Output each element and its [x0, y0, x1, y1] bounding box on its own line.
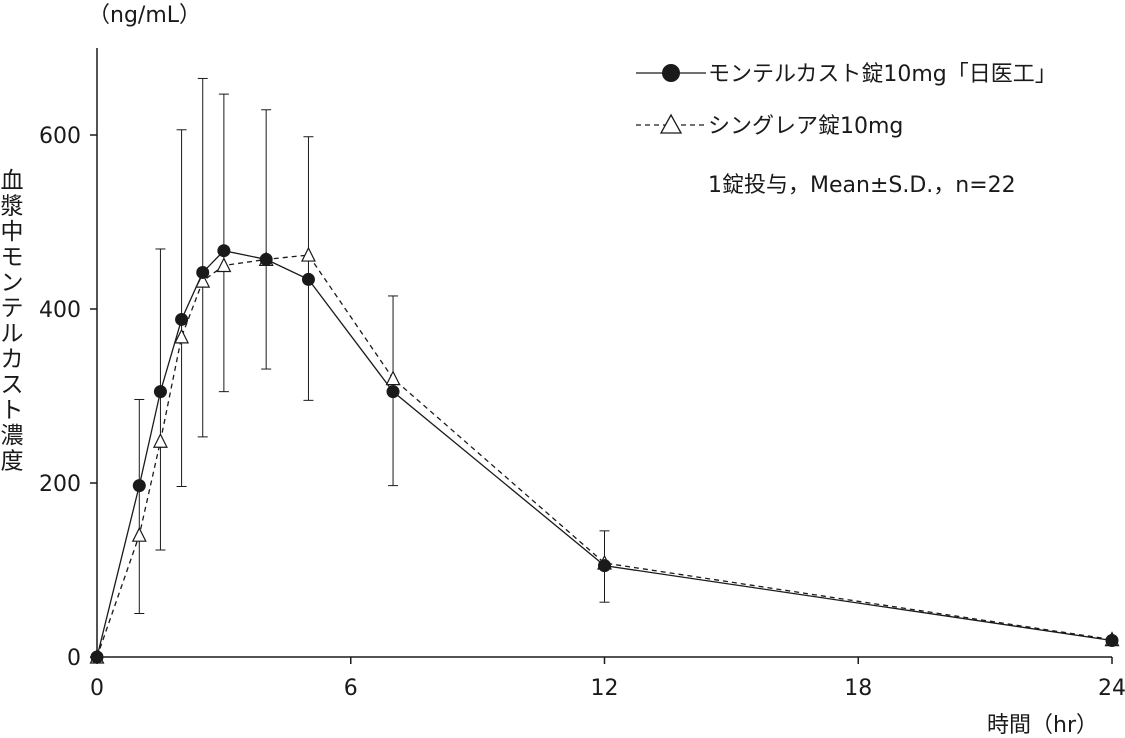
y-tick-label: 200 [39, 472, 81, 497]
data-point-circle [196, 265, 210, 279]
y-axis-label-char: ト [1, 398, 24, 424]
dosing-note: 1錠投与，Mean±S.D.，n=22 [708, 173, 1016, 198]
error-bars [134, 77, 610, 614]
y-axis-label-char: ル [1, 321, 24, 347]
x-tick-label: 18 [844, 676, 872, 701]
data-point-triangle [385, 370, 401, 386]
data-point-circle [175, 312, 189, 326]
y-unit-label: （ng/mL） [88, 3, 201, 28]
data-point-circle [1105, 633, 1119, 647]
data-point-triangle [195, 272, 211, 288]
legend-entry-1: モンテルカスト錠10mg「日医工」 [636, 62, 1057, 87]
data-point-circle [301, 272, 315, 286]
x-tick-label: 0 [90, 676, 104, 701]
x-tick-label: 6 [344, 676, 358, 701]
y-axis-label-char: 血 [1, 168, 24, 194]
data-point-circle [598, 559, 611, 573]
data-point-circle [90, 650, 104, 664]
data-point-triangle [131, 526, 147, 542]
y-tick-label: 400 [39, 298, 81, 323]
data-point-circle [153, 385, 167, 399]
x-tick-label: 12 [591, 676, 619, 701]
data-point-circle [217, 244, 231, 258]
axis-ticks: 0 6 12 18 24 0 200 400 600 [39, 124, 1125, 701]
series-markers [89, 244, 1120, 664]
y-tick-label: 0 [67, 646, 81, 671]
x-axis-label: 時間（hr） [987, 713, 1098, 738]
y-axis-label-char: 漿 [1, 194, 24, 220]
legend: モンテルカスト錠10mg「日医工」 シングレア錠10mg 1錠投与，Mean±S… [636, 62, 1057, 198]
y-tick-label: 600 [39, 124, 81, 149]
y-axis-label-char: モ [1, 245, 24, 271]
x-tick-label: 24 [1098, 676, 1125, 701]
data-point-triangle [152, 432, 168, 448]
y-axis-label-char: ン [1, 270, 24, 296]
legend-marker-triangle [659, 113, 683, 134]
data-point-triangle [216, 257, 232, 273]
legend-label-1: モンテルカスト錠10mg「日医工」 [708, 62, 1057, 87]
legend-marker-circle [662, 64, 680, 82]
data-point-triangle [300, 246, 316, 262]
legend-entry-2: シングレア錠10mg [636, 113, 903, 139]
y-axis-label-char: 中 [1, 219, 24, 245]
y-axis-label-char: 濃 [1, 423, 24, 449]
data-point-circle [132, 479, 146, 493]
y-axis-label-char: テ [1, 296, 24, 322]
legend-label-2: シングレア錠10mg [708, 114, 903, 139]
data-point-triangle [174, 328, 190, 344]
y-axis-label-char: ス [1, 372, 24, 398]
y-axis-label-char: カ [1, 347, 24, 373]
data-point-circle [386, 385, 400, 399]
data-point-circle [259, 252, 273, 266]
y-axis-label-char: 度 [1, 449, 24, 475]
